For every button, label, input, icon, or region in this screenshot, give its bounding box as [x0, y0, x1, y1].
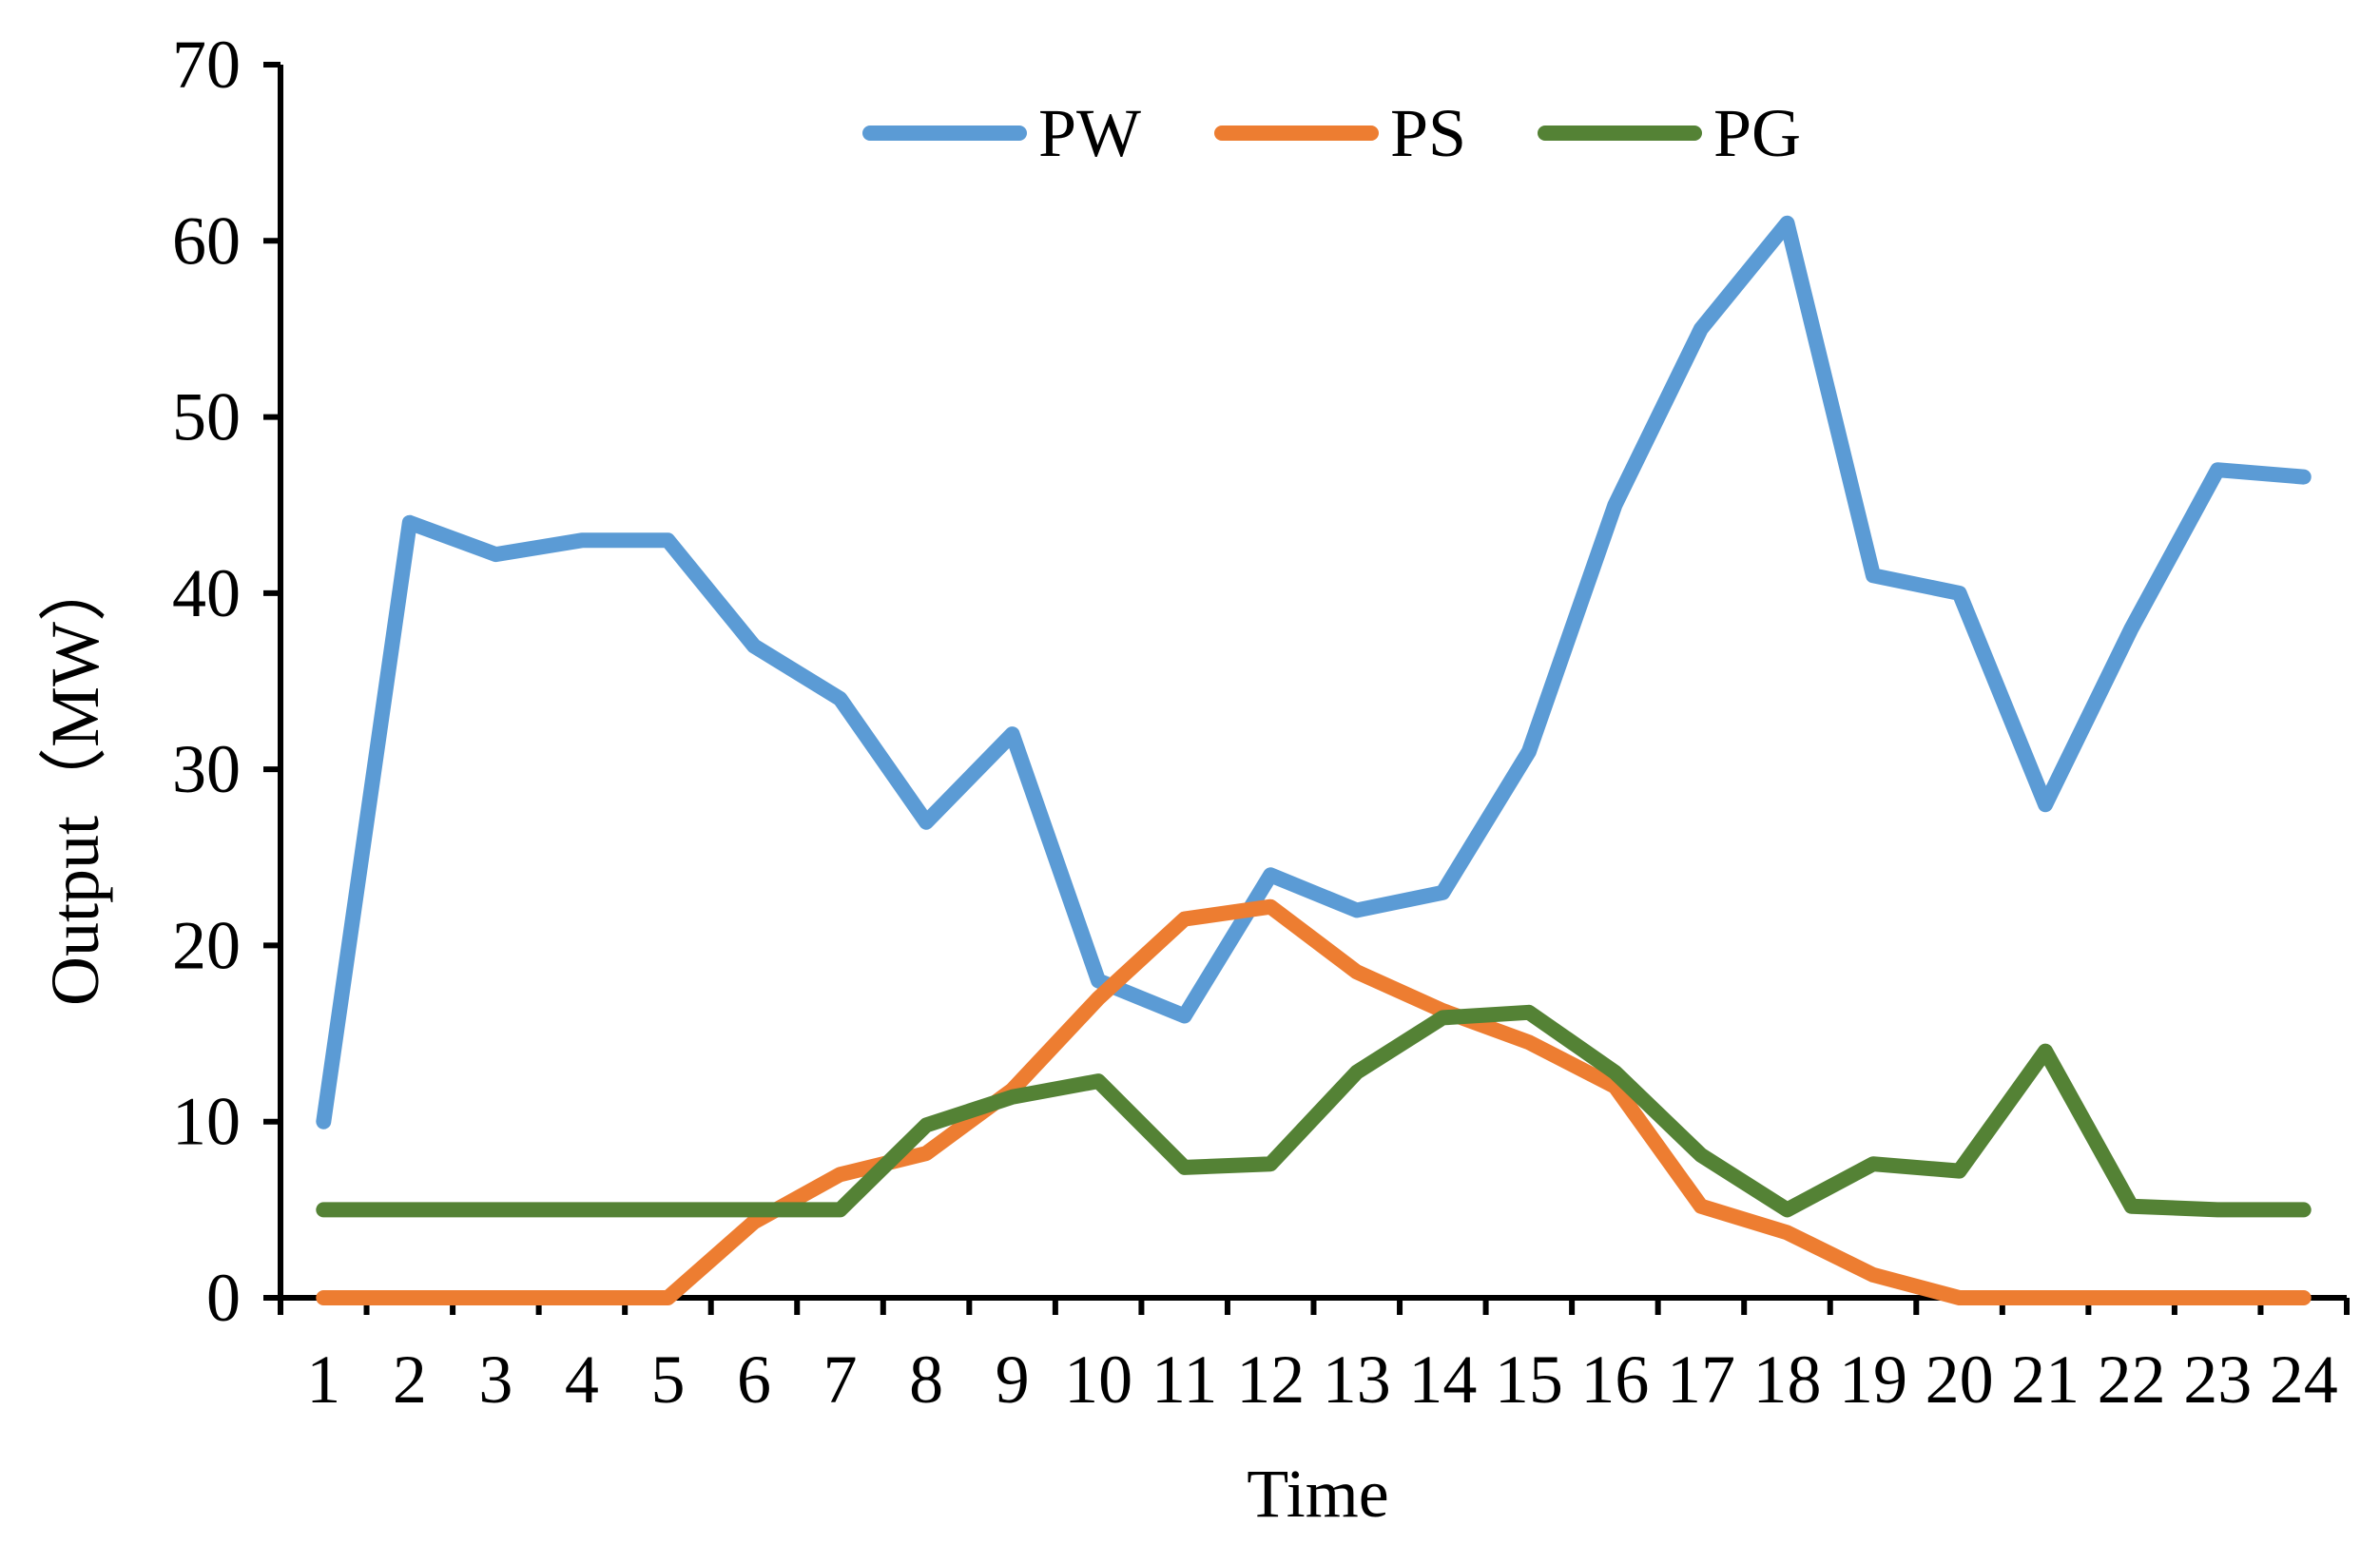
- x-tick-label: 24: [2270, 1342, 2338, 1418]
- series-line-ps: [316, 898, 2312, 1305]
- legend: PW PS PG: [862, 95, 1801, 171]
- y-tick-label: 70: [172, 27, 241, 103]
- series-layer: [316, 215, 2312, 1305]
- x-tick-label: 5: [650, 1342, 685, 1418]
- x-tick-label: 22: [2098, 1342, 2166, 1418]
- x-tick-label: 18: [1752, 1342, 1821, 1418]
- x-tick-label: 12: [1236, 1342, 1305, 1418]
- series-line-pg: [316, 1004, 2312, 1218]
- x-tick-label: 17: [1667, 1342, 1735, 1418]
- x-tick-label: 23: [2183, 1342, 2252, 1418]
- y-axis-title: Output（MW）: [37, 553, 113, 1006]
- x-tick-label: 3: [478, 1342, 513, 1418]
- x-tick-label: 7: [823, 1342, 858, 1418]
- y-tick-label: 0: [206, 1260, 241, 1336]
- y-tick-label: 50: [172, 379, 241, 455]
- legend-item-pw: PW: [862, 95, 1141, 171]
- x-tick-label: 16: [1580, 1342, 1649, 1418]
- x-tick-label: 19: [1839, 1342, 1907, 1418]
- y-tick-label: 30: [172, 731, 241, 807]
- legend-label: PG: [1713, 95, 1801, 171]
- legend-item-pg: PG: [1538, 95, 1801, 171]
- y-tick-label: 40: [172, 555, 241, 631]
- x-tick-label: 21: [2011, 1342, 2080, 1418]
- x-tick-label: 2: [393, 1342, 427, 1418]
- y-tick-label: 10: [172, 1084, 241, 1160]
- x-tick-label: 4: [565, 1342, 599, 1418]
- x-tick-label: 15: [1495, 1342, 1563, 1418]
- x-tick-label: 8: [909, 1342, 943, 1418]
- x-tick-label: 14: [1408, 1342, 1477, 1418]
- x-tick-label: 9: [996, 1342, 1030, 1418]
- y-tick-label: 60: [172, 203, 241, 279]
- legend-item-ps: PS: [1214, 95, 1466, 171]
- x-axis-title: Time: [1247, 1456, 1388, 1532]
- legend-label: PW: [1038, 95, 1141, 171]
- legend-label: PS: [1390, 95, 1466, 171]
- series-line-pw: [316, 215, 2312, 1130]
- x-tick-label: 13: [1323, 1342, 1391, 1418]
- x-tick-label: 1: [306, 1342, 340, 1418]
- x-tick-label: 10: [1064, 1342, 1132, 1418]
- y-tick-label: 20: [172, 907, 241, 983]
- x-tick-label: 20: [1925, 1342, 1994, 1418]
- x-tick-label: 11: [1151, 1342, 1217, 1418]
- x-tick-label: 6: [737, 1342, 771, 1418]
